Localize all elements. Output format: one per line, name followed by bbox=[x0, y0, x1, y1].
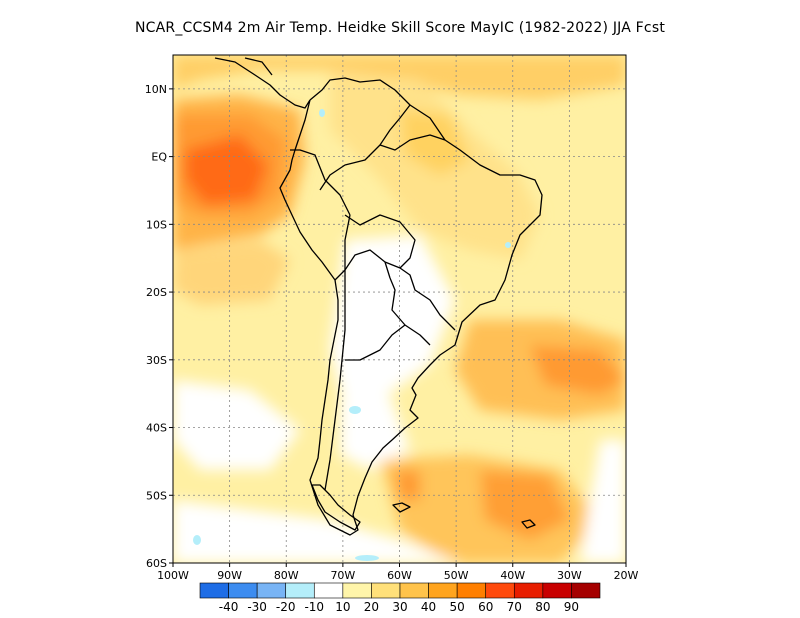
colorbar-swatch-12 bbox=[542, 582, 572, 599]
lon-tick-label: 90W bbox=[217, 569, 242, 582]
colorbar-swatch-10 bbox=[485, 582, 515, 599]
lon-tick-label: 40W bbox=[500, 569, 525, 582]
colorbar-label: 40 bbox=[421, 600, 436, 614]
colorbar-label: -10 bbox=[304, 600, 324, 614]
colorbar-label: 10 bbox=[335, 600, 350, 614]
lon-tick-label: 100W bbox=[157, 569, 189, 582]
latitude-axis: 10N EQ 10S 20S 30S 40S 50S 60S bbox=[145, 83, 173, 570]
lon-tick-label: 50W bbox=[444, 569, 469, 582]
colorbar-swatch-4 bbox=[313, 582, 344, 599]
colorbar-swatch-6 bbox=[371, 582, 401, 599]
lat-tick-label: 40S bbox=[146, 422, 167, 435]
colorbar-label: 60 bbox=[478, 600, 493, 614]
colorbar-swatch-9 bbox=[456, 582, 487, 599]
colorbar-label: -30 bbox=[247, 600, 267, 614]
colorbar-swatch-5 bbox=[342, 582, 372, 599]
lat-tick-label: 10N bbox=[145, 83, 167, 96]
colorbar-swatch-1 bbox=[228, 582, 258, 599]
lon-tick-label: 70W bbox=[330, 569, 355, 582]
lat-tick-label: 50S bbox=[146, 489, 167, 502]
lon-tick-label: 30W bbox=[557, 569, 582, 582]
colorbar-label: 30 bbox=[392, 600, 407, 614]
colorbar-swatch-3 bbox=[285, 582, 315, 599]
longitude-axis: 100W 90W 80W 70W 60W 50W 40W 30W 20W bbox=[157, 563, 639, 582]
colorbar-label: -40 bbox=[219, 600, 239, 614]
lat-tick-label: 20S bbox=[146, 286, 167, 299]
colorbar-swatch-7 bbox=[399, 582, 429, 599]
colorbar-label: -20 bbox=[276, 600, 296, 614]
colorbar-label: 70 bbox=[507, 600, 522, 614]
colorbar-label: 80 bbox=[535, 600, 550, 614]
colorbar-label: 90 bbox=[564, 600, 579, 614]
colorbar-swatch-2 bbox=[256, 582, 287, 599]
colorbar-label: 50 bbox=[450, 600, 465, 614]
coastlines bbox=[214, 57, 543, 536]
colorbar-label: 20 bbox=[364, 600, 379, 614]
lon-tick-label: 80W bbox=[274, 569, 299, 582]
gridlines bbox=[173, 55, 626, 563]
lat-tick-label: EQ bbox=[151, 151, 167, 164]
lat-tick-label: 60S bbox=[146, 557, 167, 570]
map-title: NCAR_CCSM4 2m Air Temp. Heidke Skill Sco… bbox=[134, 20, 666, 36]
lon-tick-label: 60W bbox=[387, 569, 412, 582]
lon-tick-label: 20W bbox=[614, 569, 639, 582]
colorbar-swatch-0 bbox=[199, 582, 229, 599]
lat-tick-label: 10S bbox=[146, 218, 167, 231]
lat-tick-label: 30S bbox=[146, 354, 167, 367]
colorbar: -40 -30 -20 -10 10 20 30 40 50 60 70 80 90 bbox=[199, 582, 601, 614]
colorbar-swatch-11 bbox=[513, 582, 544, 599]
colorbar-swatch-13 bbox=[571, 582, 601, 599]
colorbar-swatch-8 bbox=[428, 582, 458, 599]
